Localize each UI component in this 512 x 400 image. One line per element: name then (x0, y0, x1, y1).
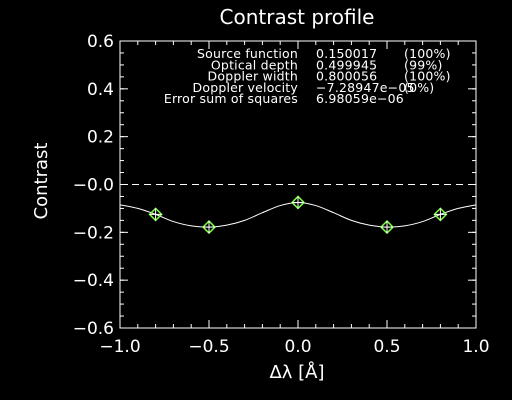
fit-info-label: Doppler width (208, 69, 298, 84)
y-tick-label: −0.6 (73, 319, 114, 339)
fit-info-value: −7.28947e−05 (316, 80, 415, 95)
fit-info-label: Source function (197, 46, 298, 61)
fit-info-percent: (99%) (404, 57, 443, 72)
fit-info-value: 0.499945 (316, 57, 377, 72)
y-tick-label: 0.6 (87, 32, 114, 52)
y-tick-label: −0.0 (73, 176, 114, 196)
y-tick-label: 0.4 (87, 80, 114, 100)
observed-point (290, 195, 306, 210)
x-tick-label: 0.5 (373, 337, 400, 357)
fit-info-row: Doppler width 0.800056 (100%) (208, 69, 451, 84)
x-axis-label: Δλ [Å] (269, 361, 324, 383)
observed-point (379, 220, 395, 235)
fit-info-value: 0.800056 (316, 69, 377, 84)
fit-info-label: Optical depth (211, 57, 298, 72)
fit-info-label: Error sum of squares (164, 91, 298, 106)
fit-info-row: Error sum of squares 6.98059e−06 (164, 91, 404, 106)
fit-info-block: Source function 0.150017 (100%)Optical dep… (164, 46, 451, 106)
x-tick-label: 0.0 (284, 337, 311, 357)
fit-info-row: Optical depth 0.499945 (99%) (211, 57, 443, 72)
fit-info-value: 6.98059e−06 (316, 91, 404, 106)
y-tick-label: −0.2 (73, 223, 114, 243)
fit-info-percent: (100%) (404, 69, 451, 84)
fit-info-percent: (0%) (404, 80, 434, 95)
x-tick-label: −1.0 (99, 337, 140, 357)
fit-info-percent: (100%) (404, 46, 451, 61)
y-axis-label: Contrast (31, 143, 52, 220)
x-tick-label: −0.5 (188, 337, 229, 357)
x-axis: −1.0 −0.5 0.0 0.5 1.0 (99, 41, 490, 357)
y-tick-label: 0.2 (87, 128, 114, 148)
observed-point (201, 220, 217, 235)
observed-point (433, 207, 448, 222)
x-tick-label: 1.0 (462, 337, 489, 357)
y-axis: −0.6 −0.4 −0.2 −0.0 0.2 0.4 0.6 (73, 32, 476, 339)
fit-info-value: 0.150017 (316, 46, 377, 61)
fit-info-row: Source function 0.150017 (100%) (197, 46, 451, 61)
y-tick-label: −0.4 (73, 271, 114, 291)
fit-info-label: Doppler velocity (193, 80, 299, 95)
observed-points (148, 195, 448, 235)
fit-info-row: Doppler velocity −7.28947e−05(0%) (193, 80, 435, 95)
chart-title: Contrast profile (220, 5, 375, 29)
observed-point (148, 207, 163, 222)
